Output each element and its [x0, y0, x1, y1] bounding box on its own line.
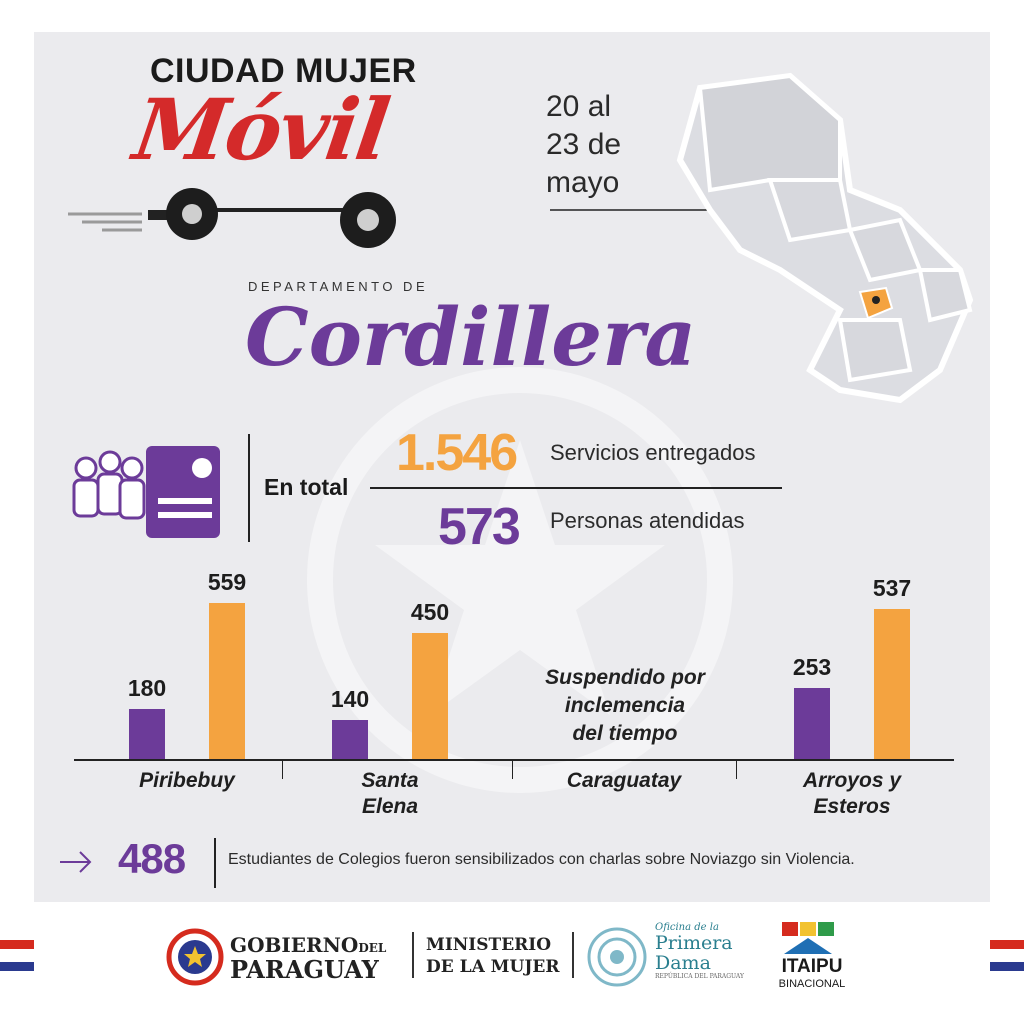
flag-stripes-right-icon [990, 940, 1024, 971]
divider [248, 434, 250, 542]
primera-dama-line: Dama [655, 952, 711, 974]
services-label: Servicios entregados [550, 440, 756, 465]
truck-wheels-icon [68, 188, 396, 248]
gobierno-logo: GOBIERNODEL PARAGUAY [230, 933, 387, 984]
gobierno-logo-line: PARAGUAY [230, 955, 379, 984]
services-value: 1.546 [396, 424, 518, 482]
totals-rule [370, 487, 782, 489]
department-name: Cordillera [245, 290, 697, 384]
suspended-note-line: del tiempo [572, 722, 678, 745]
people-value: 573 [438, 498, 521, 556]
ministerio-logo-line: MINISTERIO [426, 935, 552, 955]
watermark-emblem [307, 367, 733, 793]
paraguay-map [550, 72, 974, 404]
brand-title: CIUDAD MUJER [150, 52, 417, 90]
event-dates: 20 al 23 de mayo [546, 90, 622, 199]
department-prefix: DEPARTAMENTO DE [248, 279, 429, 294]
divider [214, 838, 216, 888]
divider [572, 932, 574, 978]
gobierno-logo-del: DEL [358, 941, 387, 955]
itaipu-line: ITAIPU [781, 956, 843, 977]
people-id-card-icon [72, 446, 220, 538]
totals-label: En total [264, 474, 349, 500]
people-label: Personas atendidas [550, 508, 745, 533]
suspended-note-line: Suspendido por [545, 666, 705, 689]
suspended-note: Suspendido por inclemencia del tiempo [530, 664, 720, 748]
itaipu-line: BINACIONAL [778, 978, 846, 990]
suspended-note-line: inclemencia [564, 694, 686, 717]
chart-baseline [74, 759, 954, 761]
arrow-right-icon [60, 851, 92, 873]
ministerio-logo: MINISTERIO DE LA MUJER [426, 934, 559, 978]
divider [412, 932, 414, 978]
primera-dama-line: Primera [655, 932, 733, 954]
flag-stripes-left-icon [0, 940, 34, 971]
students-text: Estudiantes de Colegios fueron sensibili… [228, 851, 855, 868]
primera-dama-emblem-icon [587, 927, 647, 987]
primera-dama-small: Oficina de la [655, 922, 719, 933]
gobierno-logo-line: GOBIERNO [230, 933, 359, 957]
primera-dama-logo: Oficina de la Primera Dama REPÚBLICA DEL… [655, 922, 744, 980]
primera-dama-sub: REPÚBLICA DEL PARAGUAY [655, 973, 744, 980]
itaipu-logo-icon [782, 922, 834, 954]
ministerio-logo-line: DE LA MUJER [426, 957, 560, 977]
brand-script: Móvil [128, 80, 394, 179]
gobierno-emblem-icon [166, 928, 224, 986]
itaipu-logo: ITAIPU BINACIONAL [766, 956, 858, 990]
students-value: 488 [118, 835, 186, 882]
